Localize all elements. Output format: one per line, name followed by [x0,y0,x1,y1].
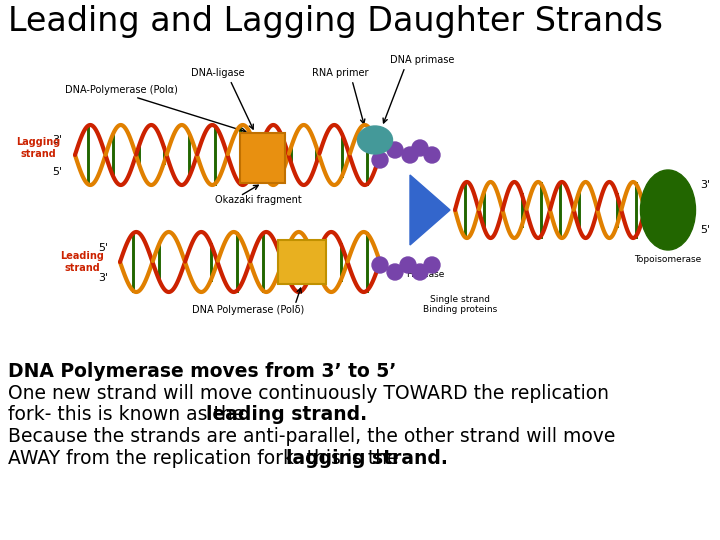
Text: DNA Polymerase (Polδ): DNA Polymerase (Polδ) [192,305,304,315]
Text: DNA Polymerase moves from 3’ to 5’: DNA Polymerase moves from 3’ to 5’ [8,362,397,381]
Text: Helicase: Helicase [406,270,444,279]
Circle shape [387,264,403,280]
Text: fork- this is known as the: fork- this is known as the [8,405,251,424]
FancyBboxPatch shape [278,240,326,284]
Circle shape [372,257,388,273]
Circle shape [424,257,440,273]
Text: Topoisomerase: Topoisomerase [634,255,701,264]
Text: Okazaki fragment: Okazaki fragment [215,195,302,205]
Circle shape [424,147,440,163]
Ellipse shape [358,126,392,154]
Text: Leading and Lagging Daughter Strands: Leading and Lagging Daughter Strands [8,5,663,38]
Text: AWAY from the replication fork- this is the: AWAY from the replication fork- this is … [8,449,405,468]
Text: Because the strands are anti-parallel, the other strand will move: Because the strands are anti-parallel, t… [8,427,616,446]
Text: leading strand.: leading strand. [206,405,367,424]
Text: 5': 5' [700,225,710,235]
Text: lagging strand.: lagging strand. [286,449,448,468]
Text: Leading
strand: Leading strand [60,251,104,273]
Text: Lagging
strand: Lagging strand [16,137,60,159]
Circle shape [402,147,418,163]
Text: RNA primer: RNA primer [312,68,368,78]
Circle shape [412,264,428,280]
Circle shape [387,142,403,158]
Text: 3': 3' [98,273,108,283]
Text: 5': 5' [52,167,62,177]
Text: 3': 3' [52,135,62,145]
Text: One new strand will move continuously TOWARD the replication: One new strand will move continuously TO… [8,384,609,403]
Text: 3': 3' [700,180,710,190]
Polygon shape [410,175,450,245]
Text: DNA primase: DNA primase [390,55,454,65]
Text: DNA-Polymerase (Polα): DNA-Polymerase (Polα) [65,85,178,95]
Text: 5': 5' [98,243,108,253]
Circle shape [400,257,416,273]
Ellipse shape [641,170,696,250]
Circle shape [412,140,428,156]
Text: DNA-ligase: DNA-ligase [192,68,245,78]
Text: Single strand
Binding proteins: Single strand Binding proteins [423,295,497,314]
Circle shape [372,152,388,168]
FancyBboxPatch shape [240,133,285,183]
